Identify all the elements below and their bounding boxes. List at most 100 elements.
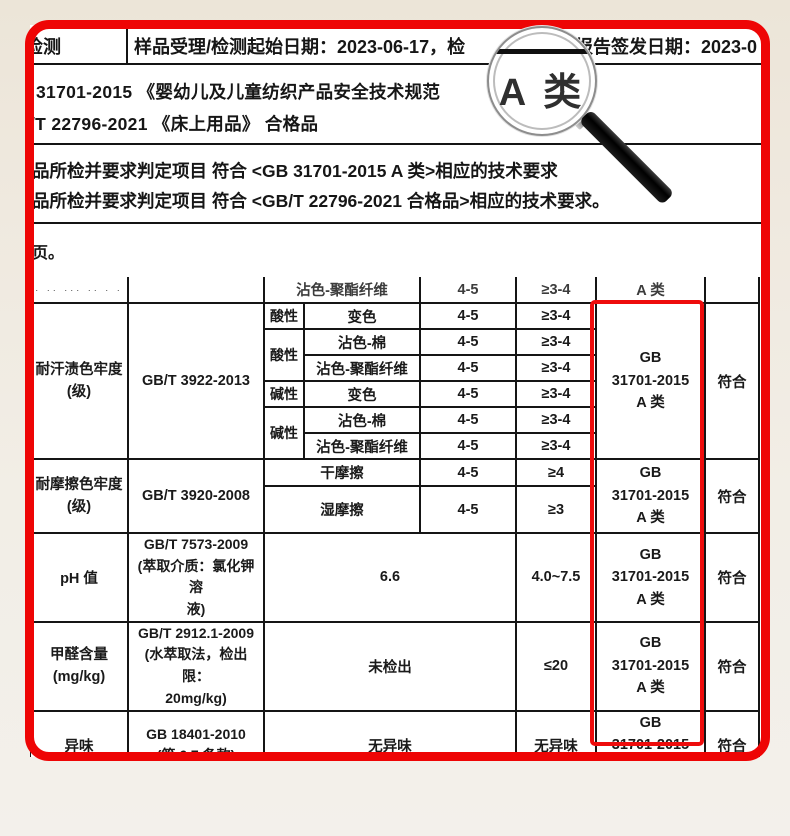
method-line: GB/T 7573-2009 xyxy=(143,536,249,552)
limit-cell: ≥3-4 xyxy=(515,277,597,304)
table-row: 耐汗渍色牢度 (级) GB/T 3922-2013 酸性 变色 4-5 ≥3-4… xyxy=(30,302,760,460)
test-item-unit: (级) xyxy=(66,499,92,515)
result-cell: 4-5 xyxy=(419,406,517,434)
method-cell: GB 18401-2010 (第 6.7 条款) xyxy=(127,709,265,757)
test-item-name: 耐汗渍色牢度 xyxy=(35,361,123,378)
conformity-1-verdict: 符合 xyxy=(211,161,247,181)
condition-cell: 碱性 xyxy=(263,406,305,460)
item-cell: 沾色-聚酯纤维 xyxy=(303,354,421,382)
table-row: 异味 GB 18401-2010 (第 6.7 条款) 无异味 无异味 GB 3… xyxy=(30,709,760,757)
result-cell: 4-5 xyxy=(419,354,517,382)
method-line: (第 6.7 条款) xyxy=(156,747,236,757)
standards-bottom-rule xyxy=(30,143,761,145)
item-cell: 沾色-聚酯纤维 xyxy=(303,432,421,460)
limit-cell: ≤20 xyxy=(515,620,597,712)
standard-line: GB xyxy=(639,714,662,731)
condition-cell: 碱性 xyxy=(263,380,305,408)
results-table: · ·· ··· ·· · · 沾色-聚酯纤维 4-5 ≥3-4 A 类 耐汗渍… xyxy=(30,277,760,757)
conformity-2-rest: <GB/T 22796-2021 合格品>相应的技术要求。 xyxy=(246,191,610,211)
standard-line: GB xyxy=(639,546,662,563)
magnifier-lens-icon: A 类 xyxy=(487,26,597,136)
report-paper: 检测 样品受理/检测起始日期：2023-06-17，检 报告签发日期：2023-… xyxy=(30,25,761,757)
result-cell: 6.6 xyxy=(263,532,517,623)
standard-line: A 类 xyxy=(636,680,665,697)
page-note: 页。 xyxy=(32,245,65,262)
item-cell: 湿摩擦 xyxy=(263,485,421,534)
item-cell: 干摩擦 xyxy=(263,458,421,487)
test-item-cell: 耐摩擦色牢度 (级) xyxy=(30,458,129,534)
standard-line: 31701-2015 xyxy=(611,487,690,504)
item-cell: 沾色-棉 xyxy=(303,328,421,356)
table-row: 碱性 变色 4-5 ≥3-4 xyxy=(30,380,759,408)
verdict-cell: 符合 xyxy=(704,302,760,460)
limit-cell: 4.0~7.5 xyxy=(515,532,597,623)
table-row: 沾色-聚酯纤维 4-5 ≥3-4 xyxy=(30,354,759,382)
header-left-label: 检测 xyxy=(30,37,61,57)
standard-cell: GB 31701-2015 A 类 xyxy=(595,458,706,534)
limit-cell: ≥3-4 xyxy=(515,302,597,330)
standard-line: 31701-2015 xyxy=(611,569,690,586)
standard-cell: GB 31701-2015 A 类 xyxy=(595,302,706,460)
test-item-name: 耐摩擦色牢度 xyxy=(35,476,123,493)
result-cell: 4-5 xyxy=(419,432,517,460)
test-item-cell: 异味 xyxy=(30,709,129,757)
standard-cell: GB 31701-2015 A 类 xyxy=(595,620,706,712)
standard-line: A 类 xyxy=(599,756,702,757)
condition-cell: 酸性 xyxy=(263,302,305,330)
standard-line: GB xyxy=(639,465,662,482)
magnified-class-label: A 类 xyxy=(498,71,586,114)
item-cell: 变色 xyxy=(303,380,421,408)
method-cell: GB/T 7573-2009 (萃取介质：氯化钾溶 液) xyxy=(127,532,265,623)
result-cell: 4-5 xyxy=(419,302,517,330)
test-item-cell: 甲醛含量 (mg/kg) xyxy=(30,620,129,712)
conformity-line-1: 品所检并要求判定项目 符合 <GB 31701-2015 A 类>相应的技术要求 xyxy=(32,158,558,183)
result-cell: 未检出 xyxy=(263,620,517,712)
method-cell xyxy=(127,277,265,304)
standard-line: 31701-2015 xyxy=(611,657,690,674)
verdict-cell: 符合 xyxy=(704,620,760,712)
limit-cell: ≥4 xyxy=(515,458,597,487)
standard-cell: GB 31701-2015 A 类 xyxy=(595,532,706,623)
conformity-1-prefix: 品所检并要求判定项目 xyxy=(32,161,212,181)
item-cell: 变色 xyxy=(303,302,421,330)
item-cell: 沾色-聚酯纤维 xyxy=(263,277,421,304)
method-line: (水萃取法，检出限： xyxy=(144,646,248,685)
table-row: 酸性 沾色-棉 4-5 ≥3-4 xyxy=(30,328,759,382)
limit-cell: ≥3 xyxy=(515,485,597,534)
test-item-unit: (mg/kg) xyxy=(52,669,106,686)
standard-line: GB xyxy=(639,350,662,367)
standard-line: A 类 xyxy=(636,591,665,608)
limit-cell: 无异味 xyxy=(515,709,597,757)
verdict-cell xyxy=(704,277,760,304)
table-row: pH 值 GB/T 7573-2009 (萃取介质：氯化钾溶 液) 6.6 4.… xyxy=(30,532,760,623)
table-row: 碱性 沾色-棉 4-5 ≥3-4 xyxy=(30,406,759,460)
standard-line-gb31701: 31701-2015 《婴幼儿及儿童纺织产品安全技术规范 xyxy=(36,82,441,102)
method-cell: GB/T 3922-2013 xyxy=(127,302,265,460)
method-cell: GB/T 3920-2008 xyxy=(127,458,265,534)
verdict-cell: 符合 xyxy=(704,458,760,534)
result-cell: 4-5 xyxy=(419,277,517,304)
condition-cell: 酸性 xyxy=(263,328,305,382)
standard-line-gbt22796: /T 22796-2021 《床上用品》 合格品 xyxy=(30,114,319,134)
limit-cell: ≥3-4 xyxy=(515,406,597,434)
standard-line: A 类 xyxy=(636,395,665,412)
result-cell: 4-5 xyxy=(419,328,517,356)
conformity-2-prefix: 品所检并要求判定项目 xyxy=(32,191,212,211)
verdict-cell: 符合 xyxy=(704,709,760,757)
limit-cell: ≥3-4 xyxy=(515,432,597,460)
header-cell-divider xyxy=(126,25,128,63)
header-issue-date-text: 报告签发日期：2023-0 xyxy=(575,37,758,57)
magnified-table-rule xyxy=(491,49,593,54)
method-line: 液) xyxy=(186,601,206,618)
table-row: · ·· ··· ·· · · 沾色-聚酯纤维 4-5 ≥3-4 A 类 xyxy=(30,277,760,304)
method-cell: GB/T 2912.1-2009 (水萃取法，检出限： 20mg/kg) xyxy=(127,620,265,712)
standard-line: 31701-2015 xyxy=(611,372,690,389)
test-item-cell: 耐汗渍色牢度 (级) xyxy=(30,302,129,460)
test-item-cell: pH 值 xyxy=(30,532,129,623)
verdict-cell: 符合 xyxy=(704,532,760,623)
standard-cell: A 类 xyxy=(595,277,706,304)
scan-noise-cell: · ·· ··· ·· · · xyxy=(30,277,129,304)
limit-cell: ≥3-4 xyxy=(515,328,597,356)
conformity-bottom-rule xyxy=(30,222,761,224)
